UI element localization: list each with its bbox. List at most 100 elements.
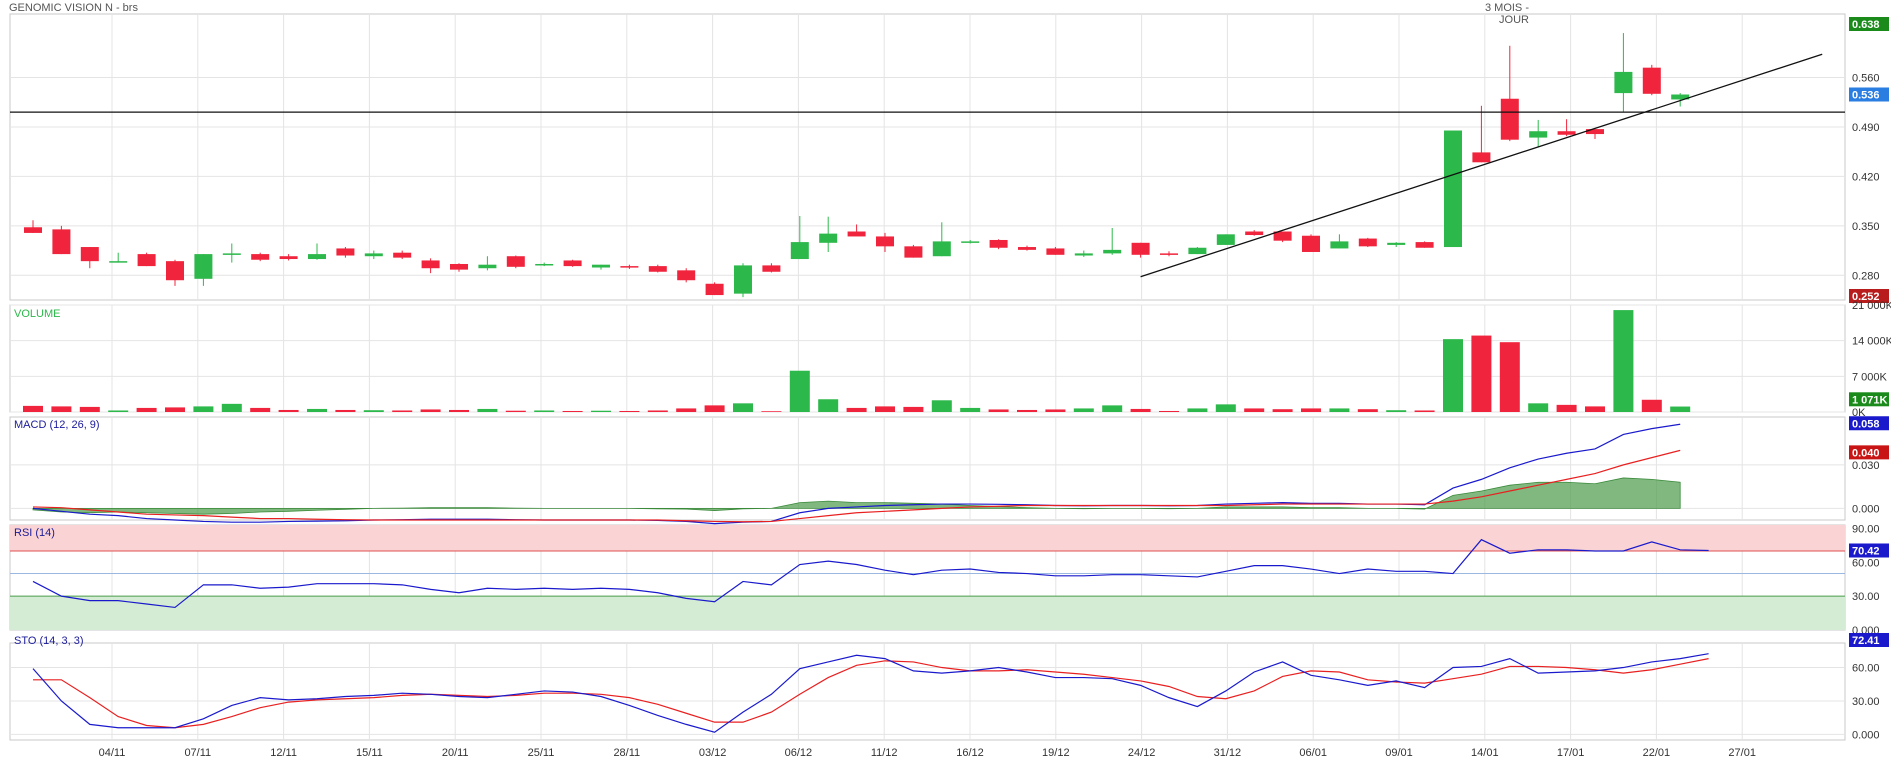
- candle: [620, 264, 639, 269]
- sto-last-badge: 72.41: [1852, 635, 1880, 647]
- x-tick-label: 12/11: [270, 747, 297, 759]
- candle-body: [989, 239, 1008, 248]
- x-tick-label: 03/12: [699, 747, 727, 759]
- volume-y-tick-label: 7 000K: [1852, 371, 1888, 383]
- x-tick-label: 07/11: [184, 747, 211, 759]
- volume-bars: [23, 310, 1691, 412]
- volume-bar: [307, 408, 327, 412]
- volume-bar: [1585, 406, 1605, 412]
- sto-y-tick-label: 60.00: [1852, 663, 1880, 675]
- candle-body: [1614, 71, 1633, 94]
- rsi-y-tick-label: 90.00: [1852, 523, 1880, 535]
- volume-bar: [818, 399, 839, 412]
- volume-bar: [562, 410, 583, 412]
- candle: [109, 252, 128, 263]
- volume-bar: [1443, 339, 1463, 412]
- period-label[interactable]: 3 MOIS - JOUR: [1484, 2, 1529, 26]
- x-tick-label: 25/11: [528, 747, 555, 759]
- candle: [421, 258, 440, 274]
- candle: [961, 239, 980, 244]
- candle: [1160, 251, 1178, 257]
- candle-body: [1046, 248, 1065, 255]
- candle: [1245, 230, 1264, 236]
- candle: [734, 263, 752, 298]
- last-price-badge: 0.536: [1852, 90, 1880, 102]
- volume-bar: [1528, 403, 1549, 412]
- volume-y-tick-label: 21 000K: [1852, 300, 1891, 312]
- x-tick-label: 09/01: [1385, 747, 1413, 759]
- sto-last-badge-bg: [1849, 633, 1889, 647]
- candle-body: [1245, 231, 1264, 236]
- candle: [1642, 64, 1661, 96]
- volume-bar: [250, 407, 271, 412]
- candle-body: [847, 231, 866, 237]
- candle-body: [1302, 235, 1320, 252]
- candle-body: [1216, 234, 1235, 245]
- x-tick-label: 16/12: [956, 747, 984, 759]
- candle: [1358, 237, 1377, 248]
- candle-body: [393, 252, 412, 258]
- macd-histogram-area: [32, 477, 1681, 515]
- candle: [80, 247, 99, 269]
- sto-title: STO (14, 3, 3): [14, 635, 84, 647]
- candle-body: [620, 266, 639, 268]
- candle-body: [1131, 242, 1150, 255]
- rsi-last-badge-bg: [1849, 543, 1889, 558]
- candle: [1671, 93, 1690, 107]
- candle: [1415, 241, 1434, 248]
- candle: [364, 250, 383, 260]
- volume-bar: [1414, 410, 1435, 412]
- sto-y-tick-label: 0.000: [1852, 729, 1880, 741]
- volume-bar: [1045, 409, 1066, 412]
- candle: [648, 264, 667, 273]
- candle-body: [1103, 249, 1122, 254]
- volume-bar: [1499, 342, 1520, 412]
- rsi-line: [32, 538, 1709, 609]
- candle-body: [1415, 242, 1434, 248]
- panel-price-border: [9, 13, 1846, 301]
- candle: [1529, 119, 1548, 148]
- candle-body: [279, 256, 298, 260]
- x-tick-label: 22/01: [1643, 747, 1671, 759]
- panel-vol-border: [9, 304, 1846, 413]
- price-y-tick-label: 0.420: [1852, 171, 1880, 183]
- volume-bar: [1159, 410, 1179, 412]
- macd-last-badge: 0.058: [1852, 418, 1880, 430]
- candle: [1444, 130, 1462, 248]
- candle-body: [24, 227, 42, 233]
- volume-bar: [534, 410, 555, 412]
- candle-body: [734, 265, 752, 294]
- candle-body: [1018, 247, 1036, 250]
- macd-signal-line: [32, 449, 1681, 523]
- candle: [1302, 234, 1320, 252]
- volume-bar: [278, 409, 299, 412]
- volume-bar: [676, 408, 697, 412]
- candle: [222, 243, 241, 263]
- candle: [393, 250, 412, 260]
- candle: [819, 216, 838, 252]
- candle-body: [80, 247, 99, 262]
- volume-bar: [1329, 408, 1350, 412]
- volume-bar: [988, 409, 1009, 412]
- candle: [1074, 250, 1093, 257]
- candle-body: [450, 263, 468, 270]
- rsi-y-tick-label: 30.00: [1852, 591, 1880, 603]
- volume-bar: [449, 409, 469, 412]
- instrument-title: GENOMIC VISION N - brs: [9, 2, 138, 14]
- sto-k-line: [32, 653, 1709, 733]
- volume-bar: [1613, 310, 1634, 412]
- rsi-last-badge: 70.42: [1852, 545, 1880, 557]
- candle-body: [251, 254, 270, 260]
- volume-bar: [1471, 335, 1492, 412]
- candle: [1131, 242, 1150, 258]
- candle: [251, 252, 270, 262]
- candle-body: [535, 263, 554, 266]
- volume-last-badge-bg: [1849, 392, 1889, 407]
- candle: [1472, 105, 1491, 163]
- candle-body: [1188, 247, 1207, 255]
- candle-body: [1586, 129, 1604, 135]
- x-tick-label: 06/12: [785, 747, 813, 759]
- candle-body: [194, 254, 213, 279]
- volume-title: VOLUME: [14, 308, 60, 320]
